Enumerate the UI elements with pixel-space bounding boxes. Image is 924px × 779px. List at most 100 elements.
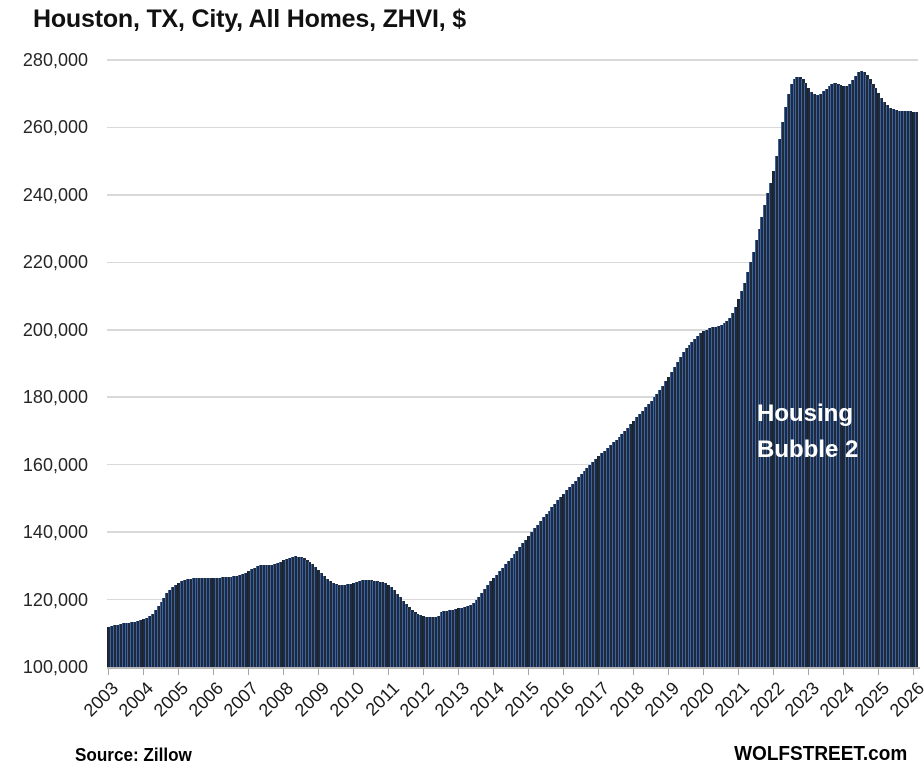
bar [684, 348, 688, 667]
y-axis-tick-label: 260,000 [22, 117, 88, 138]
bar [343, 584, 347, 667]
bar [559, 497, 563, 667]
bar [375, 581, 379, 667]
bar [605, 447, 610, 667]
bar [836, 83, 840, 667]
bar [244, 572, 248, 667]
bar [608, 445, 612, 667]
bar [786, 93, 790, 667]
x-axis-tick [492, 669, 495, 675]
bar [369, 580, 373, 667]
bar [588, 465, 592, 667]
bar [363, 579, 367, 667]
bar [725, 321, 729, 667]
y-axis-tick-label: 220,000 [22, 252, 88, 273]
bar [384, 583, 388, 667]
x-axis-tick [737, 669, 740, 675]
bar [713, 326, 717, 667]
bar [136, 621, 140, 667]
bar [290, 557, 294, 667]
bar [346, 584, 350, 667]
bar [299, 557, 303, 667]
bar [416, 614, 420, 667]
bar [565, 490, 569, 667]
y-axis-tick-label: 240,000 [22, 184, 88, 205]
bar [156, 606, 160, 667]
bar [783, 107, 787, 667]
x-axis-line [107, 667, 920, 669]
x-axis-tick [317, 669, 320, 675]
bar [827, 86, 831, 667]
bar [223, 577, 227, 667]
bar [591, 462, 595, 667]
bar [162, 597, 166, 667]
bar [734, 306, 738, 667]
bar [133, 621, 137, 667]
bar [462, 607, 467, 667]
bar [705, 329, 709, 667]
bar [745, 272, 750, 667]
x-axis-tick [247, 669, 250, 675]
bar [675, 361, 680, 667]
x-axis-tick [597, 669, 600, 675]
bar [349, 583, 353, 667]
bar [471, 602, 475, 667]
bar [667, 376, 671, 667]
bar [255, 566, 259, 667]
y-gridline [107, 126, 918, 129]
bar [789, 84, 793, 667]
bar [212, 577, 216, 667]
bar [241, 573, 245, 667]
bar [830, 84, 834, 667]
bar [882, 101, 887, 667]
y-gridline [107, 261, 918, 264]
bar [352, 583, 356, 667]
bar [845, 85, 849, 667]
bar [722, 323, 726, 667]
bar [465, 606, 470, 667]
y-gridline [107, 396, 918, 398]
bar [229, 576, 233, 667]
x-axis-tick [562, 669, 565, 675]
bar [410, 609, 414, 667]
bar [322, 576, 327, 667]
bar [182, 579, 187, 667]
bar [853, 75, 858, 667]
bar [389, 587, 394, 667]
bar [891, 109, 895, 667]
bar [147, 616, 152, 667]
bar [442, 611, 446, 667]
y-axis-tick-label: 120,000 [22, 589, 88, 610]
x-axis-tick [842, 669, 845, 675]
bar [398, 597, 402, 667]
bar [293, 556, 297, 667]
bar [109, 625, 114, 667]
bar [646, 403, 650, 667]
x-axis-tick [282, 669, 285, 675]
bar [247, 570, 251, 667]
bar [477, 596, 481, 667]
bar [424, 617, 429, 667]
bar [296, 556, 300, 667]
bar [206, 577, 210, 667]
bar [115, 624, 119, 667]
bar [419, 615, 423, 667]
bar [801, 78, 805, 667]
bar [842, 86, 846, 667]
bar [159, 601, 163, 667]
x-axis-tick [912, 669, 915, 675]
bar [252, 567, 257, 667]
bar [430, 617, 435, 667]
bar [649, 400, 653, 667]
bar [276, 563, 280, 667]
y-axis-tick-label: 100,000 [22, 657, 88, 677]
bar [655, 393, 659, 667]
bar [798, 76, 802, 667]
bar [731, 312, 735, 667]
bar [710, 327, 715, 667]
bar [585, 468, 589, 667]
bar [486, 585, 490, 667]
bar [328, 581, 332, 667]
bar [535, 524, 540, 667]
bar [909, 111, 913, 667]
